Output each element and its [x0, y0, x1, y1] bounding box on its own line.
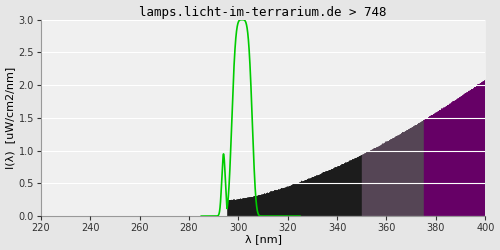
Bar: [424, 20, 486, 216]
Bar: [226, 20, 362, 216]
X-axis label: λ [nm]: λ [nm]: [244, 234, 282, 244]
Bar: [362, 20, 424, 216]
Y-axis label: I(λ)  [uW/cm2/nm]: I(λ) [uW/cm2/nm]: [6, 67, 16, 169]
Title: lamps.licht-im-terrarium.de > 748: lamps.licht-im-terrarium.de > 748: [140, 6, 387, 18]
